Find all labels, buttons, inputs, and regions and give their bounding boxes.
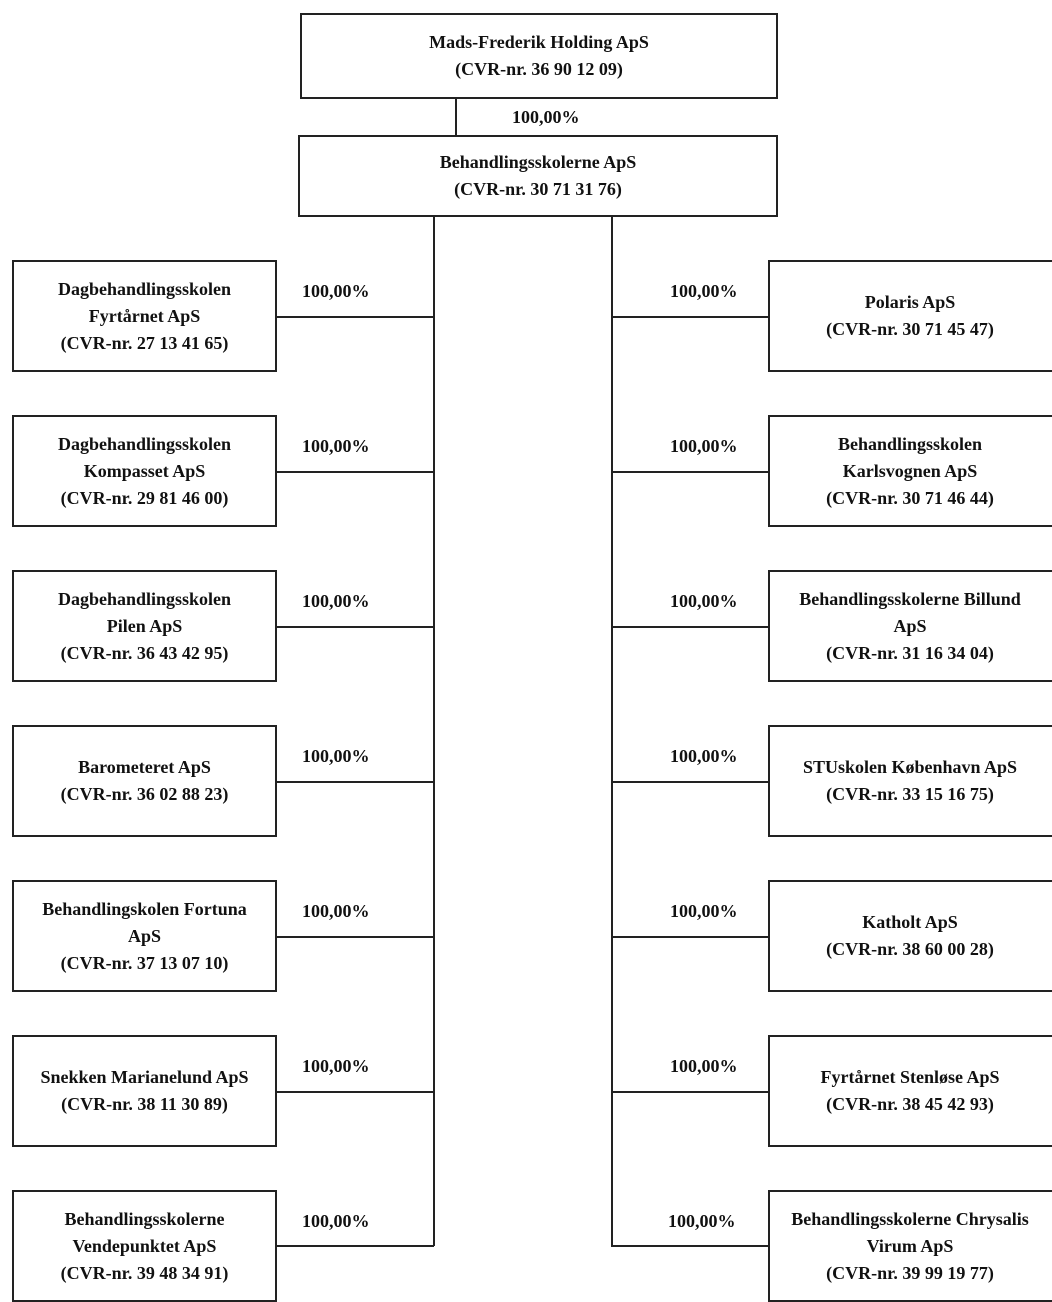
company-name-line: ApS xyxy=(127,925,162,946)
ownership-label: 100,00% xyxy=(668,1211,736,1231)
company-name-line: Behandlingskolen Fortuna xyxy=(42,898,247,919)
company-cvr: (CVR-nr. 27 13 41 65) xyxy=(60,332,229,353)
connector-top-to-main xyxy=(455,99,457,135)
connector-right xyxy=(611,1091,768,1093)
company-name-line: Barometeret ApS xyxy=(78,757,211,777)
left-trunk-line xyxy=(433,217,435,1246)
subsidiary-box-left: Dagbehandlingsskolen Fyrtårnet ApS (CVR-… xyxy=(12,260,277,372)
connector-right xyxy=(611,626,768,628)
company-name-line: Behandlingsskolerne xyxy=(64,1208,225,1229)
main-company-cvr: (CVR-nr. 30 71 31 76) xyxy=(454,179,622,199)
company-cvr: (CVR-nr. 38 11 30 89) xyxy=(61,1094,228,1114)
company-name-line: STUskolen København ApS xyxy=(802,757,1018,777)
company-cvr: (CVR-nr. 30 71 46 44) xyxy=(826,487,994,508)
connector-left xyxy=(277,316,434,318)
holding-company-name: Mads-Frederik Holding ApS xyxy=(429,32,649,52)
ownership-label: 100,00% xyxy=(302,436,370,456)
connector-left xyxy=(277,1091,434,1093)
company-name-line: Karlsvognen ApS xyxy=(842,460,978,481)
company-cvr: (CVR-nr. 39 48 34 91) xyxy=(60,1262,229,1283)
ownership-label: 100,00% xyxy=(302,281,370,301)
company-name-line: Fyrtårnet Stenløse ApS xyxy=(820,1067,1000,1087)
subsidiary-box-right: Fyrtårnet Stenløse ApS (CVR-nr. 38 45 42… xyxy=(768,1035,1052,1147)
connector-right xyxy=(611,781,768,783)
company-name-line: Behandlingsskolerne Billund xyxy=(799,588,1021,609)
company-cvr: (CVR-nr. 37 13 07 10) xyxy=(60,952,229,973)
company-cvr: (CVR-nr. 39 99 19 77) xyxy=(826,1262,994,1283)
ownership-label: 100,00% xyxy=(302,1056,370,1076)
subsidiary-box-left: Dagbehandlingsskolen Pilen ApS (CVR-nr. … xyxy=(12,570,277,682)
company-name-line: ApS xyxy=(893,615,927,636)
company-name-line: Polaris ApS xyxy=(864,292,956,312)
subsidiary-box-right: Behandlingsskolen Karlsvognen ApS (CVR-n… xyxy=(768,415,1052,527)
company-cvr: (CVR-nr. 38 60 00 28) xyxy=(826,939,994,959)
company-name-line: Dagbehandlingsskolen xyxy=(57,433,232,454)
connector-right xyxy=(611,936,768,938)
company-name-line: Kompasset ApS xyxy=(83,460,206,481)
connector-left xyxy=(277,471,434,473)
subsidiary-box-left: Barometeret ApS (CVR-nr. 36 02 88 23) xyxy=(12,725,277,837)
holding-company-cvr: (CVR-nr. 36 90 12 09) xyxy=(455,59,623,79)
connector-right xyxy=(611,316,768,318)
ownership-label: 100,00% xyxy=(670,901,738,921)
company-name-line: Behandlingsskolerne Chrysalis xyxy=(791,1208,1029,1229)
connector-left xyxy=(277,1245,434,1247)
company-name-line: Dagbehandlingsskolen xyxy=(57,278,232,299)
subsidiary-box-right: Behandlingsskolerne Billund ApS (CVR-nr.… xyxy=(768,570,1052,682)
subsidiary-box-left: Behandlingsskolerne Vendepunktet ApS (CV… xyxy=(12,1190,277,1302)
company-cvr: (CVR-nr. 36 43 42 95) xyxy=(60,642,229,663)
connector-left xyxy=(277,936,434,938)
company-name-line: Fyrtårnet ApS xyxy=(88,305,201,326)
ownership-label: 100,00% xyxy=(670,746,738,766)
holding-company-box: Mads-Frederik Holding ApS (CVR-nr. 36 90… xyxy=(300,13,778,99)
company-name-line: Snekken Marianelund ApS xyxy=(40,1067,249,1087)
company-name-line: Vendepunktet ApS xyxy=(72,1235,217,1256)
main-company-name: Behandlingsskolerne ApS xyxy=(439,152,637,172)
company-cvr: (CVR-nr. 36 02 88 23) xyxy=(60,784,229,804)
company-cvr: (CVR-nr. 38 45 42 93) xyxy=(826,1094,994,1114)
subsidiary-box-left: Snekken Marianelund ApS (CVR-nr. 38 11 3… xyxy=(12,1035,277,1147)
company-name-line: Dagbehandlingsskolen xyxy=(57,588,232,609)
ownership-label: 100,00% xyxy=(302,1211,370,1231)
subsidiary-box-right: Katholt ApS (CVR-nr. 38 60 00 28) xyxy=(768,880,1052,992)
company-name-line: Pilen ApS xyxy=(106,615,183,636)
subsidiary-box-right: Polaris ApS (CVR-nr. 30 71 45 47) xyxy=(768,260,1052,372)
ownership-label: 100,00% xyxy=(302,746,370,766)
company-cvr: (CVR-nr. 33 15 16 75) xyxy=(826,784,994,804)
ownership-label: 100,00% xyxy=(302,591,370,611)
subsidiary-box-left: Dagbehandlingsskolen Kompasset ApS (CVR-… xyxy=(12,415,277,527)
ownership-label: 100,00% xyxy=(302,901,370,921)
company-cvr: (CVR-nr. 29 81 46 00) xyxy=(60,487,229,508)
company-cvr: (CVR-nr. 31 16 34 04) xyxy=(826,642,994,663)
company-cvr: (CVR-nr. 30 71 45 47) xyxy=(826,319,994,339)
subsidiary-box-left: Behandlingskolen Fortuna ApS (CVR-nr. 37… xyxy=(12,880,277,992)
main-company-box: Behandlingsskolerne ApS (CVR-nr. 30 71 3… xyxy=(298,135,778,217)
company-name-line: Virum ApS xyxy=(866,1235,954,1256)
connector-right xyxy=(611,471,768,473)
ownership-label: 100,00% xyxy=(670,591,738,611)
connector-left xyxy=(277,626,434,628)
subsidiary-box-right: Behandlingsskolerne Chrysalis Virum ApS … xyxy=(768,1190,1052,1302)
connector-right xyxy=(611,1245,768,1247)
ownership-label: 100,00% xyxy=(670,436,738,456)
ownership-label: 100,00% xyxy=(670,1056,738,1076)
ownership-top-to-main: 100,00% xyxy=(512,107,580,127)
ownership-label: 100,00% xyxy=(670,281,738,301)
company-name-line: Behandlingsskolen xyxy=(837,433,983,454)
subsidiary-box-right: STUskolen København ApS (CVR-nr. 33 15 1… xyxy=(768,725,1052,837)
company-name-line: Katholt ApS xyxy=(862,912,958,932)
right-trunk-line xyxy=(611,217,613,1246)
connector-left xyxy=(277,781,434,783)
